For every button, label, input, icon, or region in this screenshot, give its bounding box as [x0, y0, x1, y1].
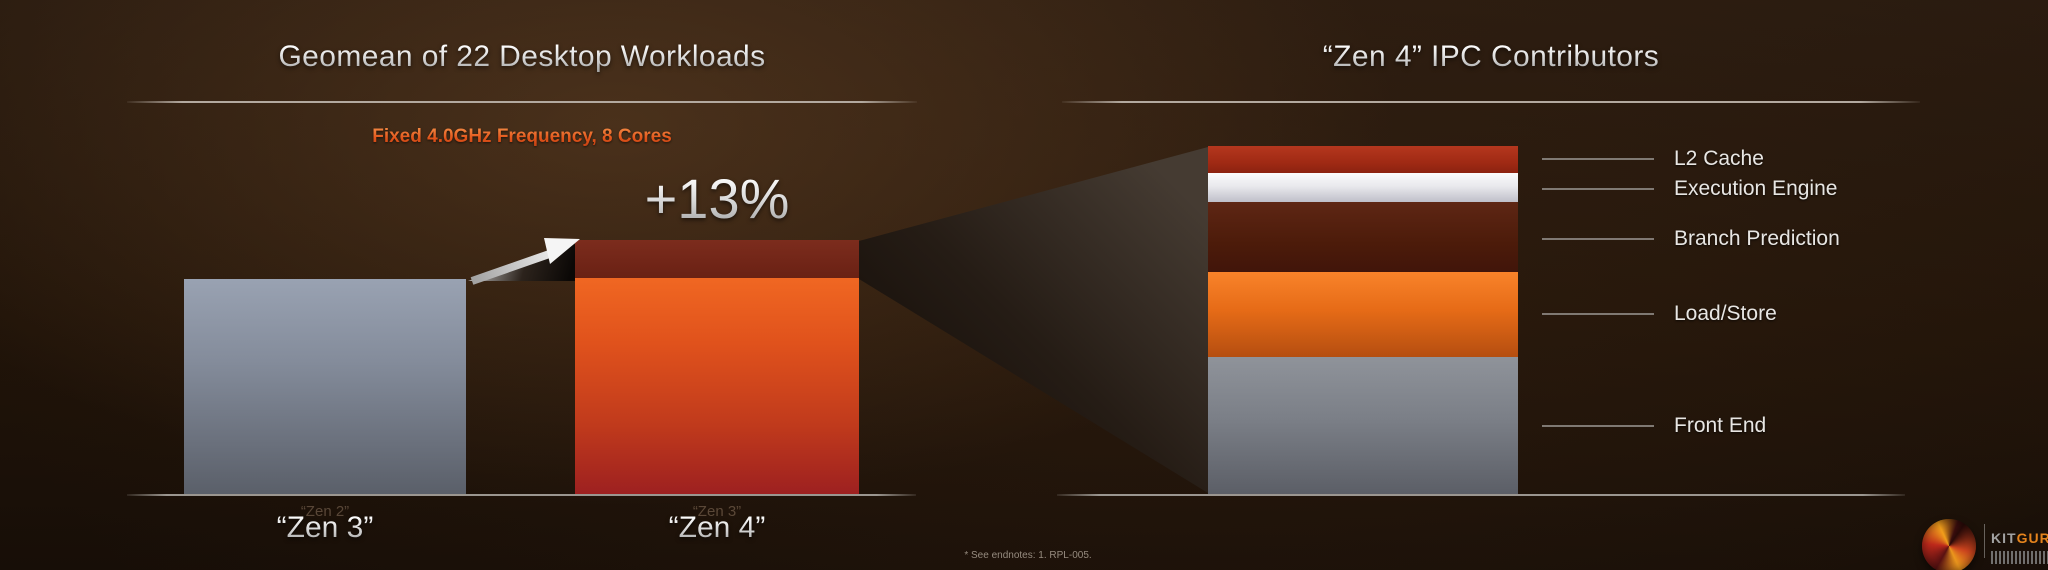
- left-chart-subtitle: Fixed 4.0GHz Frequency, 8 Cores: [127, 126, 917, 148]
- leader-line-front-end: [1542, 425, 1654, 427]
- right-chart-title: “Zen 4” IPC Contributors: [1062, 40, 1920, 74]
- leader-line-l2-cache: [1542, 158, 1654, 160]
- segment-branch-prediction: [1208, 202, 1518, 272]
- footnote: * See endnotes: 1. RPL-005.: [964, 550, 1092, 561]
- left-chart-title: Geomean of 22 Desktop Workloads: [127, 40, 917, 74]
- zen3-bar: [184, 279, 466, 495]
- zen3-bar-label: “Zen 3”: [184, 511, 466, 545]
- right-title-divider: [1062, 101, 1920, 103]
- zen4-bar: [575, 240, 859, 495]
- delta-percentage-label: +13%: [575, 166, 859, 231]
- right-chart-baseline: [1057, 494, 1905, 496]
- watermark-divider: [1984, 524, 1985, 558]
- kitguru-wordmark: KITGURU: [1991, 530, 2048, 546]
- label-front-end: Front End: [1674, 414, 1767, 437]
- label-load-store: Load/Store: [1674, 302, 1777, 325]
- zen4-bar-label: “Zen 4”: [575, 511, 859, 545]
- segment-load-store: [1208, 272, 1518, 357]
- segment-l2-cache: [1208, 146, 1518, 173]
- zen3-ghost-label: “Zen 2”: [184, 503, 466, 520]
- segment-execution-engine: [1208, 173, 1518, 202]
- leader-line-execution-engine: [1542, 188, 1654, 190]
- kitguru-logo-icon: [1922, 519, 1976, 570]
- label-l2-cache: L2 Cache: [1674, 147, 1764, 170]
- kitguru-kit-text: KIT: [1991, 530, 2017, 546]
- leader-line-load-store: [1542, 313, 1654, 315]
- leader-line-branch-prediction: [1542, 238, 1654, 240]
- zen4-ghost-label: “Zen 3”: [575, 503, 859, 520]
- label-execution-engine: Execution Engine: [1674, 177, 1838, 200]
- zen4-delta-segment: [575, 240, 859, 278]
- segment-front-end: [1208, 357, 1518, 495]
- zen4-main-segment: [575, 278, 859, 495]
- left-chart-baseline: [127, 494, 916, 496]
- kitguru-barcode-icon: [1991, 551, 2048, 564]
- kitguru-guru-text: GURU: [2016, 530, 2048, 546]
- ipc-contributors-stacked-bar: [1208, 146, 1518, 495]
- left-title-divider: [127, 101, 917, 103]
- label-branch-prediction: Branch Prediction: [1674, 227, 1840, 250]
